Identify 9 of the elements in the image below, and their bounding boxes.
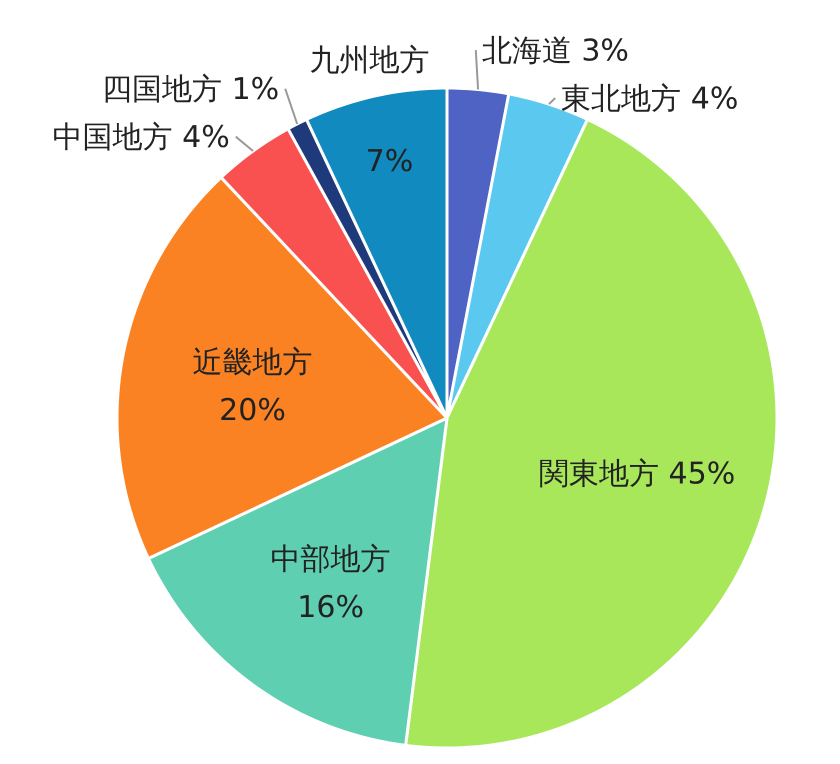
data-label: 関東地方 45% — [539, 456, 736, 492]
data-label: 北海道 3% — [482, 34, 629, 69]
data-label: 東北地方 4% — [561, 82, 738, 117]
data-label: 四国地方 1% — [102, 72, 280, 108]
data-label: 中部地方 16% — [270, 542, 391, 626]
data-label: 中国地方 4% — [52, 120, 230, 156]
data-label: 7% — [366, 144, 414, 179]
data-label: 九州地方 — [309, 43, 430, 78]
data-label: 近畿地方 20% — [192, 344, 312, 428]
